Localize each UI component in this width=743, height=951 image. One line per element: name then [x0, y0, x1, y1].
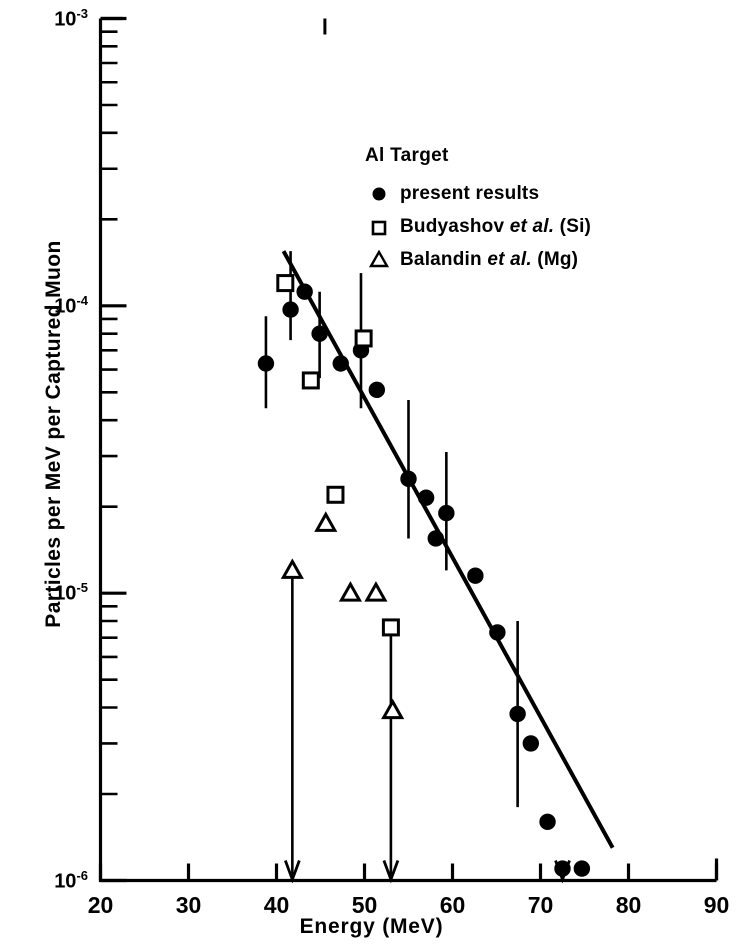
y-tick-label: 10-5 [54, 580, 88, 605]
data-point-open-square [354, 329, 373, 348]
data-point-filled-circle [522, 735, 540, 752]
data-point-filled-circle [332, 355, 349, 372]
data-point-filled-circle [427, 530, 444, 547]
legend-label-present-results: present results [400, 183, 540, 204]
data-point-filled-circle [467, 567, 484, 584]
data-point-filled-circle [417, 489, 435, 506]
data-point-filled-circle [573, 860, 591, 877]
legend-label-balandin: Balandin et al. (Mg) [400, 249, 579, 270]
x-tick-label: 30 [175, 891, 202, 918]
data-point-filled-circle [489, 624, 506, 641]
x-tick-label: 80 [615, 891, 642, 918]
legend-label-budyashov: Budyashov et al. (Si) [400, 216, 592, 237]
x-tick-label: 50 [351, 891, 378, 918]
x-tick-label: 40 [263, 891, 290, 918]
data-point-filled-circle [368, 381, 386, 399]
data-point-open-triangle [381, 698, 405, 720]
data-point-filled-circle [509, 705, 526, 723]
data-point-filled-circle [257, 355, 275, 372]
data-point-filled-circle [554, 860, 571, 877]
legend-title: Al Target [365, 145, 449, 166]
data-point-filled-circle [438, 504, 455, 522]
data-point-open-square [381, 618, 400, 637]
x-axis-title: Energy (MeV) [299, 915, 444, 938]
x-tick-label: 20 [87, 891, 114, 918]
upper-limit-arrow-head [284, 860, 301, 884]
data-point-filled-circle [539, 813, 556, 831]
data-point-open-triangle [314, 511, 338, 532]
data-point-open-triangle [280, 558, 304, 579]
x-tick-label: 90 [703, 891, 730, 918]
data-point-filled-circle [400, 470, 417, 488]
data-point-filled-circle [282, 301, 299, 318]
x-tick-label: 60 [439, 891, 466, 918]
data-point-open-square [326, 485, 345, 504]
data-point-open-triangle [338, 581, 362, 602]
data-point-filled-circle [311, 325, 328, 342]
data-point-open-square [276, 274, 295, 293]
upper-limit-arrow-head [382, 860, 400, 884]
y-tick-label: 10-4 [54, 292, 88, 318]
data-point-open-triangle [364, 581, 388, 602]
y-tick-label: 10-6 [54, 867, 88, 893]
fit-line [281, 250, 615, 849]
data-point-filled-circle [296, 283, 313, 300]
x-tick-label: 70 [527, 891, 554, 918]
y-tick-label: 10-3 [54, 5, 88, 31]
data-point-open-square [301, 371, 320, 390]
